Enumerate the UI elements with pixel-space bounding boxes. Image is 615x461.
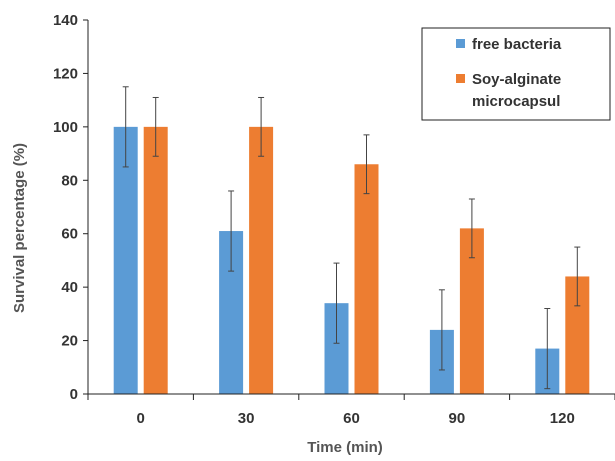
bar <box>354 164 379 394</box>
legend-label: Soy-alginate <box>472 71 561 88</box>
legend-swatch <box>456 74 465 83</box>
legend: free bacteria Soy-alginate microcapsul <box>421 27 611 121</box>
legend-box <box>421 27 611 121</box>
y-tick-label: 140 <box>53 12 78 29</box>
legend-label: microcapsul <box>472 93 560 110</box>
legend-swatch <box>456 39 465 48</box>
y-tick-label: 120 <box>53 65 78 82</box>
bar <box>143 126 168 394</box>
bar <box>113 126 138 394</box>
x-tick-label: 60 <box>343 410 360 427</box>
x-tick-label: 90 <box>449 410 466 427</box>
bars-layer <box>113 126 590 394</box>
bar <box>249 126 274 394</box>
y-tick-label: 20 <box>61 333 78 350</box>
y-tick-label: 60 <box>61 226 78 243</box>
error-bars-layer <box>122 86 581 390</box>
y-tick-label: 80 <box>61 172 78 189</box>
x-tick-label: 30 <box>238 410 255 427</box>
x-tick-label: 120 <box>550 410 575 427</box>
legend-label: free bacteria <box>472 36 562 53</box>
x-axis-title: Time (min) <box>307 439 383 456</box>
y-tick-label: 100 <box>53 119 78 136</box>
y-tick-label: 0 <box>70 386 78 403</box>
y-tick-label: 40 <box>61 279 78 296</box>
axes-layer: 0 20 40 60 80 100 120 140 0 30 60 90 120 <box>53 12 615 427</box>
y-axis-title: Survival percentage (%) <box>11 143 28 313</box>
x-tick-label: 0 <box>137 410 145 427</box>
